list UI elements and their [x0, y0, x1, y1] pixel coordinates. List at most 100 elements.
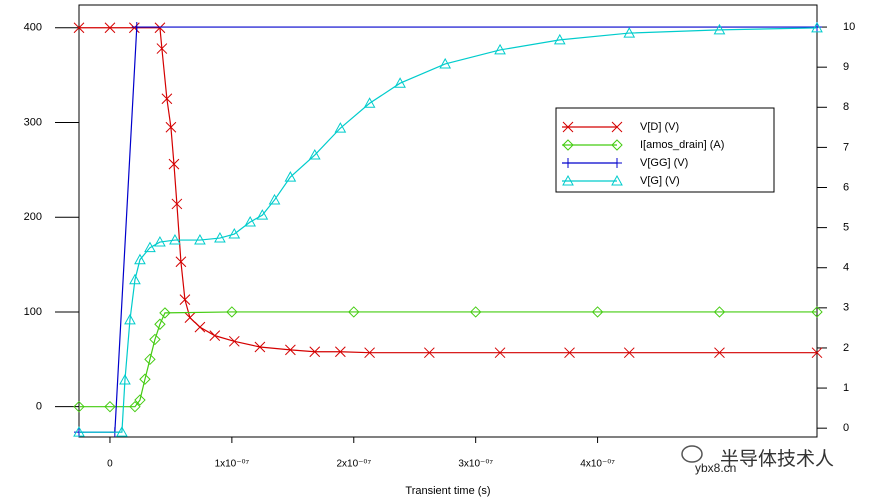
marker — [144, 353, 156, 366]
marker — [308, 148, 321, 160]
marker — [184, 312, 196, 323]
marker — [129, 273, 141, 285]
legend-marker — [562, 174, 574, 186]
watermark: ybx8.cn 半导体技术人 — [681, 445, 834, 475]
marker — [334, 122, 347, 133]
y2-tick-label: 0 — [843, 422, 849, 434]
watermark-text: 半导体技术人 — [720, 448, 834, 470]
marker — [811, 306, 823, 318]
marker — [214, 232, 226, 243]
marker — [713, 23, 726, 35]
legend-label: V[G] (V) — [640, 175, 680, 187]
marker — [154, 22, 166, 34]
marker — [394, 77, 406, 88]
series-line — [79, 26, 817, 433]
marker — [811, 347, 823, 359]
marker — [209, 330, 221, 341]
marker — [228, 228, 241, 239]
series-line — [79, 27, 817, 354]
series-line — [79, 27, 818, 433]
marker — [714, 347, 725, 359]
watermark-text: ybx8.cn — [695, 461, 736, 475]
y2-tick-label: 2 — [843, 342, 849, 354]
y2-tick-label: 9 — [843, 61, 849, 73]
marker — [494, 43, 506, 55]
marker — [591, 306, 604, 318]
marker — [139, 373, 151, 385]
marker — [171, 198, 183, 210]
marker — [623, 347, 635, 359]
marker — [104, 22, 116, 34]
marker — [348, 306, 360, 318]
legend-marker — [611, 174, 623, 186]
marker — [553, 33, 566, 45]
marker — [623, 27, 636, 38]
y2-tick-label: 8 — [843, 101, 849, 113]
series-line — [79, 311, 817, 408]
marker — [713, 306, 726, 318]
y-tick-label: 300 — [24, 116, 42, 128]
marker — [129, 400, 141, 413]
marker — [73, 22, 85, 34]
marker — [144, 241, 156, 253]
marker — [73, 400, 85, 413]
marker — [169, 234, 181, 245]
x-tick-label: 4x10⁻⁰⁷ — [580, 459, 615, 470]
y-tick-label: 100 — [24, 306, 42, 318]
legend-label: V[GG] (V) — [640, 157, 688, 169]
marker — [154, 318, 166, 330]
marker — [165, 121, 177, 133]
y2-tick-label: 5 — [843, 222, 849, 234]
legend-marker — [562, 121, 574, 133]
marker — [335, 346, 346, 358]
marker — [309, 346, 321, 358]
marker — [268, 193, 281, 205]
marker — [175, 256, 187, 268]
marker — [168, 158, 180, 170]
marker — [154, 236, 166, 247]
marker — [364, 347, 375, 359]
marker — [134, 394, 146, 406]
marker — [228, 335, 240, 347]
y2-tick-label: 3 — [843, 302, 849, 314]
y2-tick-label: 1 — [843, 382, 849, 394]
marker — [284, 171, 297, 182]
marker — [119, 374, 131, 385]
x-tick-label: 0 — [107, 459, 113, 470]
marker — [244, 215, 257, 227]
marker — [161, 93, 173, 105]
x-axis-label: Transient time (s) — [405, 485, 490, 497]
marker — [194, 234, 206, 245]
marker — [116, 426, 128, 437]
legend-marker — [611, 121, 623, 133]
plot-frame — [78, 4, 818, 438]
legend-label: I[amos_drain] (A) — [640, 139, 724, 151]
marker — [423, 347, 435, 359]
marker — [134, 253, 146, 265]
legend-marker — [612, 158, 622, 168]
marker — [194, 321, 206, 333]
legend-marker — [611, 139, 623, 151]
marker — [469, 306, 482, 318]
y2-tick-label: 6 — [843, 181, 849, 193]
marker — [256, 209, 269, 220]
y2-tick-label: 10 — [843, 21, 855, 33]
y2-tick-label: 7 — [843, 141, 849, 153]
legend-marker — [563, 158, 573, 168]
marker — [254, 341, 266, 353]
y2-tick-label: 4 — [843, 262, 849, 274]
marker — [104, 400, 116, 413]
y-tick-label: 400 — [24, 22, 42, 34]
marker — [73, 426, 85, 437]
x-tick-label: 3x10⁻⁰⁷ — [458, 459, 493, 470]
marker — [131, 22, 142, 33]
legend-marker — [562, 139, 574, 151]
x-tick-label: 1x10⁻⁰⁷ — [215, 459, 250, 470]
marker — [156, 43, 168, 54]
marker — [564, 347, 575, 359]
y-tick-label: 0 — [36, 401, 42, 413]
marker — [128, 22, 140, 34]
marker — [494, 347, 506, 359]
legend-box — [555, 107, 775, 193]
